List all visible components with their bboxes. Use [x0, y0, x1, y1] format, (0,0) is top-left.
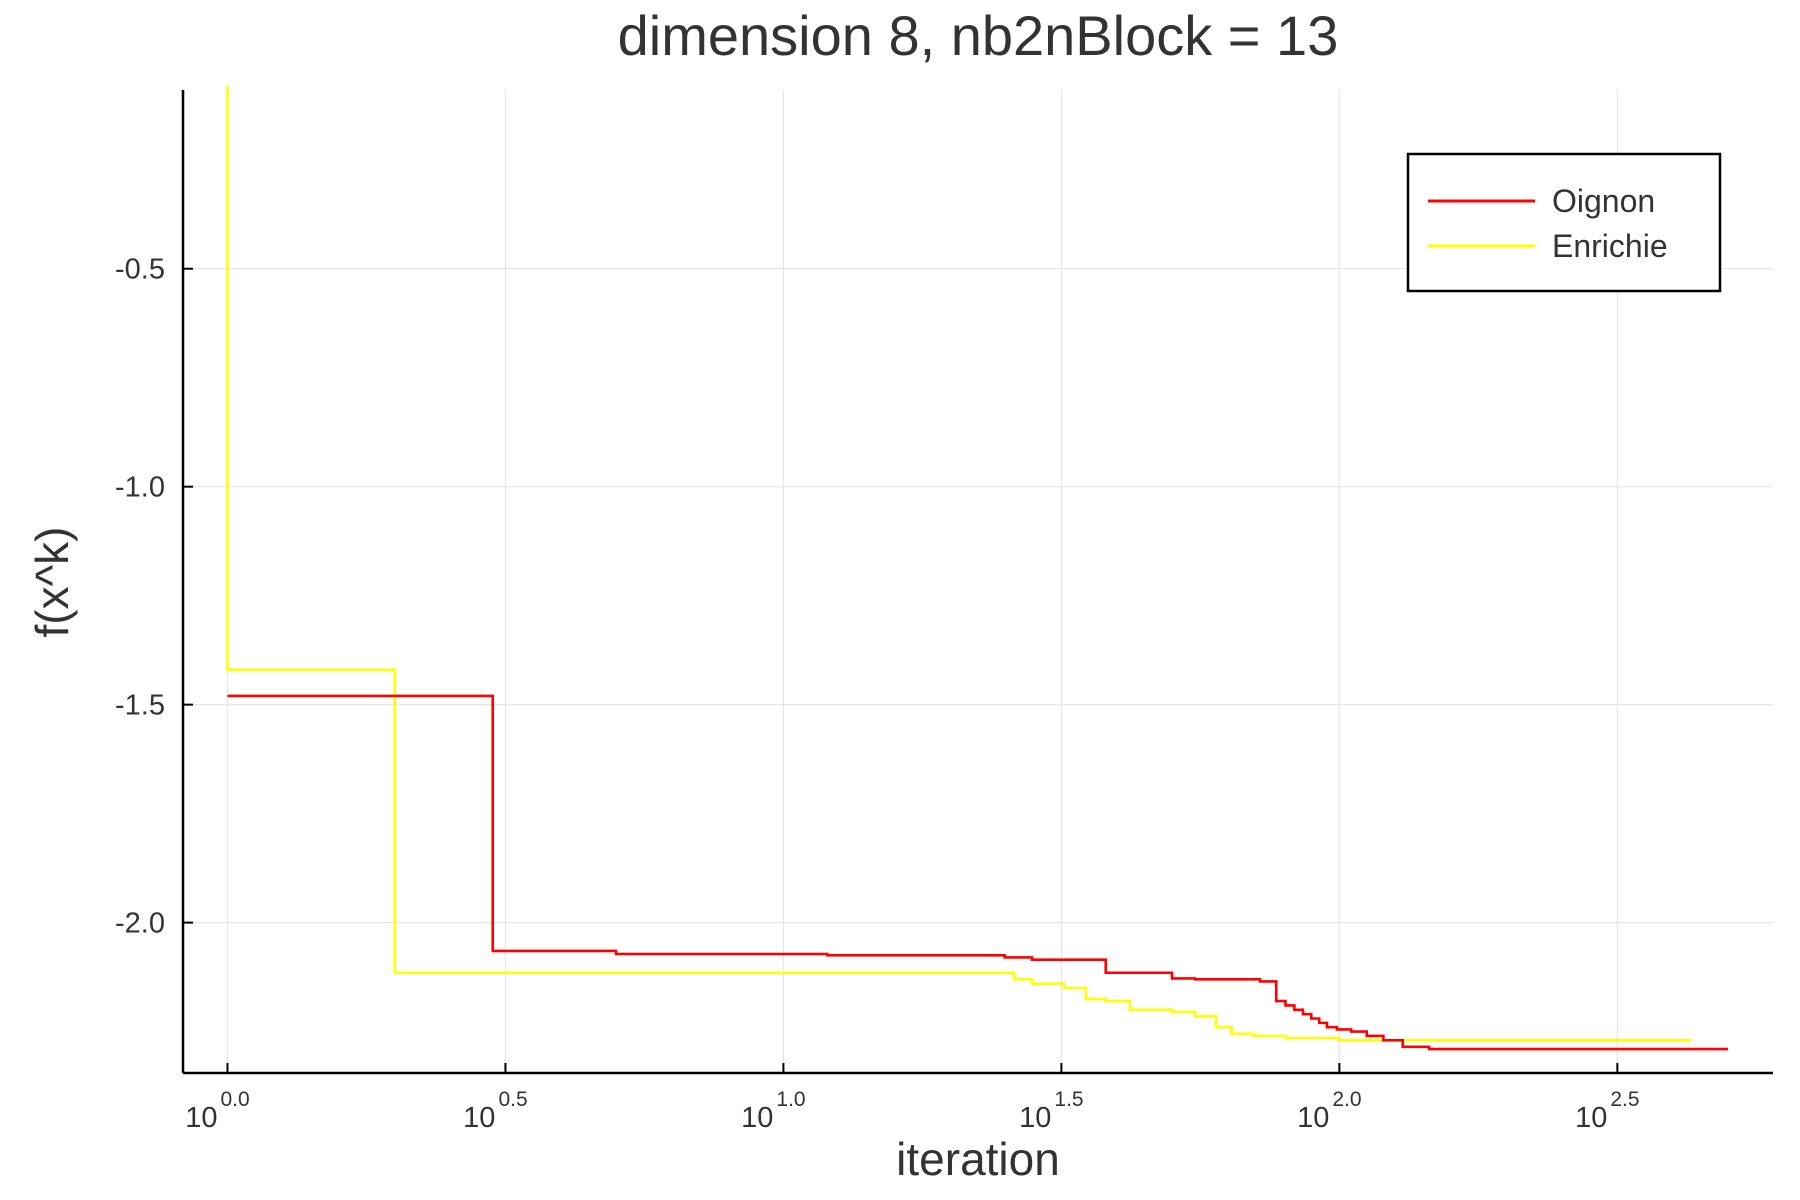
- x-tick-label: 10: [463, 1102, 495, 1134]
- x-tick-label: 10: [741, 1102, 773, 1134]
- x-tick-exponent: 1.0: [776, 1088, 805, 1111]
- x-tick-label: 10: [1575, 1102, 1607, 1134]
- x-tick-exponent: 0.0: [220, 1088, 249, 1111]
- y-ticks: -0.5 -1.0 -1.5 -2.0: [115, 254, 193, 940]
- chart-title: dimension 8, nb2nBlock = 13: [618, 4, 1339, 67]
- x-tick-exponent: 1.5: [1054, 1088, 1083, 1111]
- legend-box: [1406, 152, 1722, 293]
- legend-label-oignon: Oignon: [1552, 183, 1655, 219]
- x-tick-label: 10: [1297, 1102, 1329, 1134]
- x-tick-label: 10: [185, 1102, 217, 1134]
- y-tick-label: -1.0: [115, 472, 165, 504]
- legend: Oignon Enrichie: [1406, 152, 1722, 293]
- y-axis-label: f(x^k): [26, 526, 78, 637]
- x-tick-exponent: 0.5: [498, 1088, 527, 1111]
- series-layer: [226, 85, 1728, 1051]
- series-line-enrichie: [226, 85, 1692, 1042]
- x-axis-label: iteration: [896, 1133, 1060, 1185]
- x-tick-exponent: 2.5: [1610, 1088, 1639, 1111]
- x-tick-exponent: 2.0: [1332, 1088, 1361, 1111]
- y-tick-label: -0.5: [115, 254, 165, 286]
- x-tick-label: 10: [1019, 1102, 1051, 1134]
- legend-label-enrichie: Enrichie: [1552, 228, 1668, 264]
- y-tick-label: -1.5: [115, 690, 165, 722]
- series-line-oignon: [227, 694, 1728, 1051]
- y-tick-label: -2.0: [115, 908, 165, 940]
